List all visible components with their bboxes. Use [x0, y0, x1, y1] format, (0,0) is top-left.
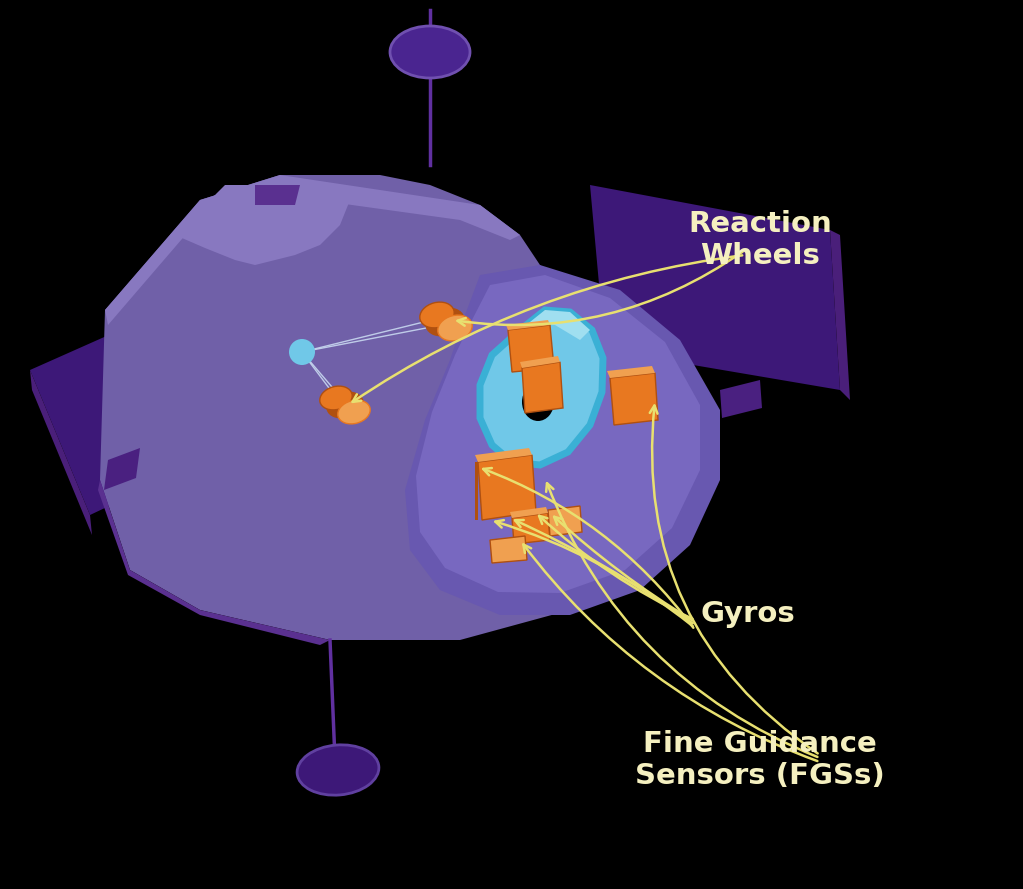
- Polygon shape: [405, 265, 720, 615]
- Polygon shape: [590, 185, 840, 390]
- FancyArrowPatch shape: [457, 252, 743, 325]
- Polygon shape: [720, 380, 762, 418]
- FancyArrowPatch shape: [539, 516, 693, 619]
- Polygon shape: [520, 310, 590, 340]
- Ellipse shape: [426, 308, 464, 336]
- FancyArrowPatch shape: [524, 544, 817, 761]
- Ellipse shape: [390, 26, 470, 78]
- Polygon shape: [104, 448, 140, 490]
- FancyArrowPatch shape: [353, 255, 743, 402]
- FancyArrowPatch shape: [554, 517, 693, 621]
- Polygon shape: [522, 362, 563, 413]
- Polygon shape: [100, 175, 680, 640]
- Ellipse shape: [320, 386, 352, 410]
- Polygon shape: [506, 320, 550, 330]
- Polygon shape: [255, 185, 300, 205]
- FancyArrowPatch shape: [650, 405, 817, 754]
- Polygon shape: [475, 448, 532, 462]
- Polygon shape: [490, 536, 527, 563]
- Ellipse shape: [297, 745, 379, 795]
- Text: Reaction
Wheels: Reaction Wheels: [688, 210, 832, 270]
- Polygon shape: [30, 290, 270, 515]
- Ellipse shape: [326, 391, 363, 419]
- Ellipse shape: [290, 339, 315, 365]
- Text: Fine Guidance
Sensors (FGSs): Fine Guidance Sensors (FGSs): [635, 730, 885, 790]
- Polygon shape: [830, 230, 850, 400]
- Polygon shape: [98, 480, 330, 645]
- Polygon shape: [548, 506, 582, 536]
- FancyArrowPatch shape: [483, 468, 694, 628]
- Polygon shape: [105, 175, 520, 325]
- Polygon shape: [175, 185, 350, 265]
- Polygon shape: [512, 513, 550, 544]
- Ellipse shape: [522, 383, 554, 421]
- Polygon shape: [508, 325, 554, 372]
- FancyArrowPatch shape: [495, 520, 693, 626]
- Polygon shape: [510, 507, 548, 518]
- Polygon shape: [520, 356, 560, 368]
- Ellipse shape: [338, 400, 370, 424]
- Polygon shape: [416, 275, 700, 593]
- Ellipse shape: [419, 302, 454, 328]
- Polygon shape: [475, 462, 478, 520]
- FancyArrowPatch shape: [515, 520, 693, 623]
- Polygon shape: [610, 373, 658, 425]
- Polygon shape: [480, 310, 603, 465]
- Polygon shape: [478, 455, 536, 520]
- Polygon shape: [30, 370, 92, 535]
- Ellipse shape: [438, 315, 473, 340]
- Text: Gyros: Gyros: [700, 600, 795, 628]
- FancyArrowPatch shape: [546, 484, 817, 757]
- Polygon shape: [607, 366, 655, 378]
